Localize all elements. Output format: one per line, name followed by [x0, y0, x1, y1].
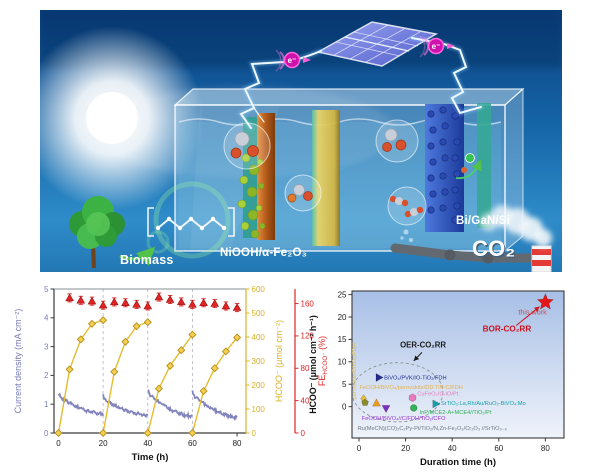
catalyst-particles — [237, 153, 266, 239]
molecule-bubble — [284, 174, 322, 212]
svg-text:SrTiO₃:La,Rh/Au/RuO₂-BiVO₄:Mo: SrTiO₃:La,Rh/Au/RuO₂-BiVO₄:Mo — [441, 401, 526, 407]
stability-plot: 0 1 2 3 4 5 0 20 40 60 80 0 100 200 300 400 500 600 0 40 80 1… — [13, 285, 329, 463]
svg-text:80: 80 — [301, 364, 310, 373]
tree — [69, 196, 125, 268]
svg-text:3: 3 — [44, 342, 49, 351]
svg-text:0: 0 — [357, 444, 362, 453]
svg-text:Time (h): Time (h) — [132, 452, 169, 463]
svg-text:20: 20 — [401, 444, 410, 453]
svg-text:1: 1 — [44, 400, 49, 409]
biomass-molecule — [147, 207, 235, 237]
svg-text:600: 600 — [252, 285, 266, 294]
comparison-chart: 0 5 10 15 20 25 0 20 40 60 80 Duration time (h) HCOO… — [308, 290, 565, 468]
svg-text:5: 5 — [44, 285, 49, 294]
series-hcoo — [54, 316, 242, 438]
svg-text:0: 0 — [44, 429, 49, 438]
svg-text:2: 2 — [44, 371, 49, 380]
svg-text:FeOOH/BiVO₄/perovskite/DD TiN-: FeOOH/BiVO₄/perovskite/DD TiN-C/FDH — [359, 385, 462, 391]
svg-text:500: 500 — [252, 309, 266, 318]
solar-panel — [315, 21, 439, 67]
smoke — [480, 205, 552, 247]
svg-text:4: 4 — [44, 314, 49, 323]
cathode-electrode — [425, 103, 491, 232]
pipe-joint — [482, 252, 494, 264]
molecule-bubble — [387, 186, 427, 242]
green-flare-ring-small — [146, 230, 170, 254]
svg-text:80: 80 — [541, 444, 550, 453]
electron-left-badge: e⁻ — [275, 49, 311, 72]
svg-text:40: 40 — [448, 444, 457, 453]
pipe-joint — [444, 249, 456, 261]
molecule-bubble — [223, 122, 271, 170]
svg-text:300: 300 — [252, 357, 266, 366]
svg-text:80: 80 — [233, 439, 242, 448]
svg-text:BOR-CO₂RR: BOR-CO₂RR — [483, 324, 532, 333]
green-flare-ring — [153, 181, 231, 259]
product-dot-red — [461, 167, 467, 173]
scheme-illustration: e⁻ e⁻ Biomass NiOOH/α-Fe₂O — [40, 10, 562, 272]
co2-label-shadow: CO₂ — [474, 238, 517, 263]
svg-text:CuFeO₂/C-IO/Pt: CuFeO₂/C-IO/Pt — [417, 391, 458, 397]
svg-text:0: 0 — [252, 429, 257, 438]
svg-text:0: 0 — [342, 402, 347, 411]
comparison-plot: 0 5 10 15 20 25 0 20 40 60 80 Duration time (h) HCOO… — [308, 290, 565, 468]
svg-text:HCOO⁻ (μmol cm⁻²): HCOO⁻ (μmol cm⁻²) — [274, 320, 284, 402]
svg-text:Current density (mA cm⁻²): Current density (mA cm⁻²) — [13, 309, 23, 414]
svg-text:20: 20 — [338, 313, 347, 322]
svg-text:40: 40 — [143, 439, 152, 448]
fe-axis-label: FEHCOO⁻ (%) — [317, 336, 329, 386]
anode-label: NiOOH/α-Fe₂O₃ — [220, 247, 307, 259]
svg-text:0: 0 — [56, 439, 61, 448]
electron-right-badge: e⁻ — [419, 35, 455, 58]
electron-label: e⁻ — [288, 56, 297, 65]
oer-cluster-ellipse — [351, 362, 444, 423]
svg-text:200: 200 — [252, 381, 266, 390]
molecule-bubbles — [223, 119, 427, 242]
svg-text:FeOOH/BiVO₄//C/FDH/TiO₂/CFO: FeOOH/BiVO₄//C/FDH/TiO₂/CFO — [362, 416, 446, 422]
chimney — [531, 245, 552, 272]
exhaust-pipe — [390, 243, 537, 263]
cathode-texture — [427, 106, 461, 224]
svg-text:Duration time (h): Duration time (h) — [420, 457, 496, 468]
svg-text:160: 160 — [301, 299, 315, 308]
product-dot-green — [465, 153, 475, 163]
svg-text:20: 20 — [99, 439, 108, 448]
svg-text:400: 400 — [252, 333, 266, 342]
conversion-arrow — [455, 159, 482, 180]
data-points: BiVO₄/PVK/IO-TiO₂/FDH perovskite/BiVO₄/FD… — [352, 293, 555, 432]
svg-text:BiVO₄/PVK/IO-TiO₂/FDH: BiVO₄/PVK/IO-TiO₂/FDH — [384, 375, 446, 381]
electron-label: e⁻ — [432, 42, 441, 51]
series-current-density — [57, 389, 238, 421]
svg-text:60: 60 — [494, 444, 503, 453]
biomass-arrow — [119, 246, 156, 266]
series-fe — [65, 292, 242, 313]
svg-text:100: 100 — [252, 405, 266, 414]
svg-text:60: 60 — [188, 439, 197, 448]
svg-text:Ru(MeCN)(CO)₂C₂Py-Pt/TiO₂/N,Zn: Ru(MeCN)(CO)₂C₂Py-Pt/TiO₂/N,Zn-Fe₂O₃/Cr₂… — [358, 426, 507, 432]
stability-chart: 0 1 2 3 4 5 0 20 40 60 80 0 100 200 300 400 500 600 0 40 80 1… — [13, 285, 329, 463]
svg-text:5: 5 — [342, 380, 347, 389]
membrane — [312, 110, 340, 246]
svg-text:10: 10 — [338, 358, 347, 367]
svg-text:0: 0 — [301, 429, 306, 438]
svg-text:OER-CO₂RR: OER-CO₂RR — [400, 340, 446, 349]
molecule-bubble — [375, 119, 419, 163]
svg-text:120: 120 — [301, 332, 315, 341]
svg-text:InP/MCE2-A+MCE4//TiO₂/Pt: InP/MCE2-A+MCE4//TiO₂/Pt — [420, 410, 492, 416]
svg-text:25: 25 — [338, 290, 347, 299]
cathode-label: Bi/GaN/Si — [456, 215, 510, 227]
co2-label: CO₂ — [472, 236, 515, 261]
svg-text:perovskite/BiVO₄/FDH: perovskite/BiVO₄/FDH — [352, 343, 358, 399]
svg-text:15: 15 — [338, 335, 347, 344]
biomass-label: Biomass — [120, 253, 174, 267]
svg-text:40: 40 — [301, 396, 310, 405]
svg-text:HCOO⁻ (μmol cm⁻² h⁻¹): HCOO⁻ (μmol cm⁻² h⁻¹) — [308, 315, 318, 414]
